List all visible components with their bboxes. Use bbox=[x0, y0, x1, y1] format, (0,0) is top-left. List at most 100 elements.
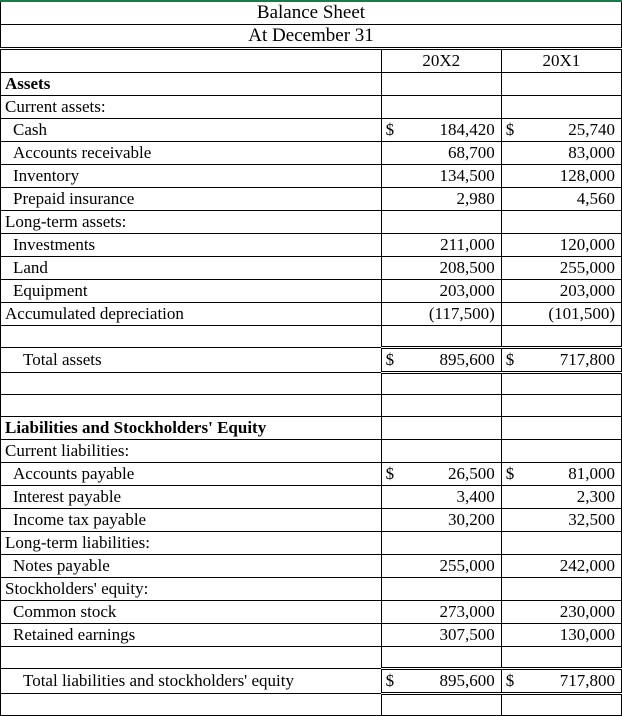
spacer-y1 bbox=[501, 395, 621, 417]
row-y2: 255,000 bbox=[381, 555, 501, 578]
row-label: Equipment bbox=[1, 280, 382, 303]
row-label: Cash bbox=[1, 119, 382, 142]
row-y2: 273,000 bbox=[381, 601, 501, 624]
row-y2: 68,700 bbox=[381, 142, 501, 165]
row-y2: $895,600 bbox=[381, 348, 501, 373]
currency-symbol: $ bbox=[386, 670, 395, 692]
row-y1: 242,000 bbox=[501, 555, 621, 578]
amount-value: 255,000 bbox=[386, 555, 497, 577]
row-y1: $717,800 bbox=[501, 669, 621, 694]
currency-symbol: $ bbox=[506, 349, 515, 371]
row-22: Stockholders' equity: bbox=[1, 578, 622, 601]
row-y2: 203,000 bbox=[381, 280, 501, 303]
spacer-y2 bbox=[381, 694, 501, 716]
row-y1: (101,500) bbox=[501, 303, 621, 326]
row-y1: 120,000 bbox=[501, 234, 621, 257]
row-label: Retained earnings bbox=[1, 624, 382, 647]
spacer-y1 bbox=[501, 694, 621, 716]
amount-value: 128,000 bbox=[506, 165, 617, 187]
amount-value: 307,500 bbox=[386, 624, 497, 646]
amount-value: 242,000 bbox=[506, 555, 617, 577]
amount-value: (101,500) bbox=[506, 303, 617, 325]
row-y1: 128,000 bbox=[501, 165, 621, 188]
row-y2: $895,600 bbox=[381, 669, 501, 694]
spacer-y1 bbox=[501, 647, 621, 669]
row-19: Income tax payable30,20032,500 bbox=[1, 509, 622, 532]
row-label: Long-term liabilities: bbox=[1, 532, 382, 555]
balance-sheet: Balance SheetAt December 3120X220X1Asset… bbox=[0, 0, 622, 716]
row-label: Notes payable bbox=[1, 555, 382, 578]
row-label: Total liabilities and stockholders' equi… bbox=[1, 669, 382, 694]
row-6: Long-term assets: bbox=[1, 211, 622, 234]
amount-value: 30,200 bbox=[386, 509, 497, 531]
title-cell: Balance Sheet bbox=[1, 1, 622, 25]
row-label: Liabilities and Stockholders' Equity bbox=[1, 417, 382, 440]
row-16: Current liabilities: bbox=[1, 440, 622, 463]
row-y1-empty bbox=[501, 211, 621, 234]
amount-value: 4,560 bbox=[506, 188, 617, 210]
row-1: Current assets: bbox=[1, 96, 622, 119]
row-25 bbox=[1, 647, 622, 669]
row-14 bbox=[1, 395, 622, 417]
row-13 bbox=[1, 373, 622, 395]
row-y2: 30,200 bbox=[381, 509, 501, 532]
row-y1: 2,300 bbox=[501, 486, 621, 509]
row-y1-empty bbox=[501, 417, 621, 440]
spacer-y2 bbox=[381, 647, 501, 669]
row-y1: 83,000 bbox=[501, 142, 621, 165]
row-y2-empty bbox=[381, 211, 501, 234]
row-label: Assets bbox=[1, 73, 382, 96]
row-label: Inventory bbox=[1, 165, 382, 188]
amount-value: 3,400 bbox=[386, 486, 497, 508]
row-11 bbox=[1, 326, 622, 348]
row-y2-empty bbox=[381, 417, 501, 440]
row-label: Current assets: bbox=[1, 96, 382, 119]
amount-value: 203,000 bbox=[506, 280, 617, 302]
amount-value: 208,500 bbox=[386, 257, 497, 279]
amount-value: 895,600 bbox=[386, 670, 497, 692]
amount-value: 895,600 bbox=[386, 349, 497, 371]
row-label: Accounts receivable bbox=[1, 142, 382, 165]
spacer-y1 bbox=[501, 326, 621, 348]
row-23: Common stock273,000230,000 bbox=[1, 601, 622, 624]
currency-symbol: $ bbox=[386, 463, 395, 485]
row-label: Accounts payable bbox=[1, 463, 382, 486]
spacer-label bbox=[1, 326, 382, 348]
amount-value: 81,000 bbox=[506, 463, 617, 485]
spacer-label bbox=[1, 373, 382, 395]
row-y1-empty bbox=[501, 440, 621, 463]
subtitle-row: At December 31 bbox=[1, 25, 622, 49]
row-y2: 211,000 bbox=[381, 234, 501, 257]
row-y1-empty bbox=[501, 532, 621, 555]
row-y2: (117,500) bbox=[381, 303, 501, 326]
balance-sheet-table: Balance SheetAt December 3120X220X1Asset… bbox=[0, 0, 622, 716]
row-y1: $717,800 bbox=[501, 348, 621, 373]
row-label: Total assets bbox=[1, 348, 382, 373]
amount-value: 130,000 bbox=[506, 624, 617, 646]
amount-value: 717,800 bbox=[506, 349, 617, 371]
spacer-y2 bbox=[381, 373, 501, 395]
row-label: Income tax payable bbox=[1, 509, 382, 532]
row-y2: 134,500 bbox=[381, 165, 501, 188]
row-label: Stockholders' equity: bbox=[1, 578, 382, 601]
row-y2-empty bbox=[381, 96, 501, 119]
title-row: Balance Sheet bbox=[1, 1, 622, 25]
row-y2: $26,500 bbox=[381, 463, 501, 486]
row-y1: 4,560 bbox=[501, 188, 621, 211]
currency-symbol: $ bbox=[506, 463, 515, 485]
subtitle-cell: At December 31 bbox=[1, 25, 622, 49]
row-y1-empty bbox=[501, 578, 621, 601]
row-y1: 130,000 bbox=[501, 624, 621, 647]
amount-value: 184,420 bbox=[386, 119, 497, 141]
row-label: Land bbox=[1, 257, 382, 280]
row-8: Land208,500255,000 bbox=[1, 257, 622, 280]
row-y2-empty bbox=[381, 578, 501, 601]
currency-symbol: $ bbox=[506, 119, 515, 141]
row-y1: 32,500 bbox=[501, 509, 621, 532]
amount-value: (117,500) bbox=[386, 303, 497, 325]
row-y1: $81,000 bbox=[501, 463, 621, 486]
spacer-label bbox=[1, 395, 382, 417]
amount-value: 230,000 bbox=[506, 601, 617, 623]
column-header-row: 20X220X1 bbox=[1, 49, 622, 73]
row-label: Interest payable bbox=[1, 486, 382, 509]
